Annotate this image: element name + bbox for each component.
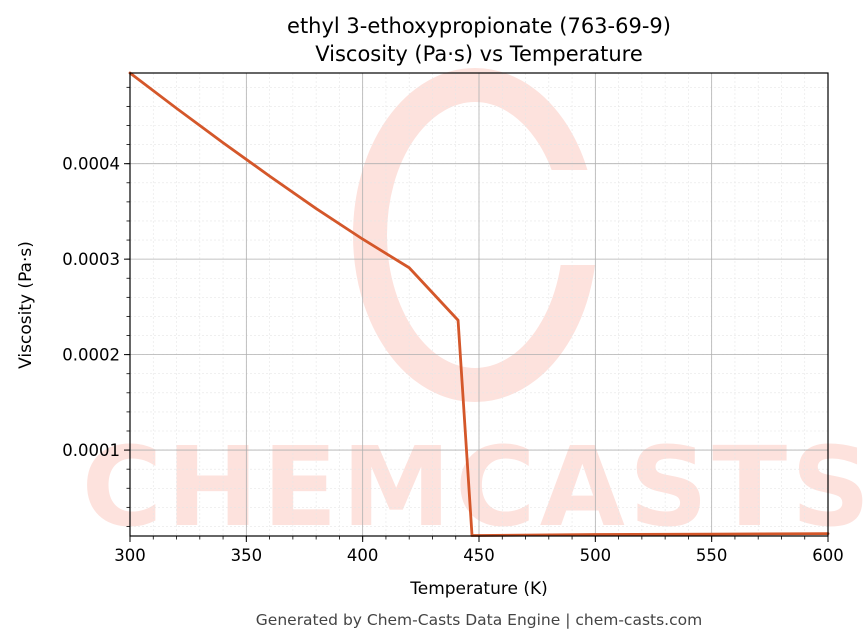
x-axis: 300 350 400 450 500 550 600 <box>114 536 844 565</box>
y-tick-label: 0.0002 <box>62 346 120 365</box>
series-line-0 <box>128 71 830 537</box>
x-tick-label: 600 <box>812 546 844 565</box>
y-tick-label: 0.0001 <box>62 441 120 460</box>
y-axis: 0.0001 0.0002 0.0003 0.0004 <box>62 86 130 527</box>
y-tick-label: 0.0003 <box>62 250 120 269</box>
x-tick-label: 500 <box>580 546 612 565</box>
x-tick-label: 550 <box>696 546 728 565</box>
series-layer <box>128 71 830 537</box>
footer-credit: Generated by Chem-Casts Data Engine | ch… <box>256 611 702 629</box>
x-tick-label: 350 <box>231 546 263 565</box>
watermark-logo-icon <box>353 68 598 402</box>
x-axis-label: Temperature (K) <box>409 579 548 599</box>
x-tick-label: 300 <box>114 546 146 565</box>
chart-title: ethyl 3-ethoxypropionate (763-69-9) <box>287 14 671 38</box>
y-axis-label: Viscosity (Pa·s) <box>16 241 36 369</box>
watermark: CHEMCASTS <box>82 68 863 551</box>
chart-subtitle: Viscosity (Pa·s) vs Temperature <box>315 42 643 66</box>
x-tick-label: 450 <box>463 546 495 565</box>
x-tick-label: 400 <box>347 546 379 565</box>
y-tick-label: 0.0004 <box>62 155 120 174</box>
